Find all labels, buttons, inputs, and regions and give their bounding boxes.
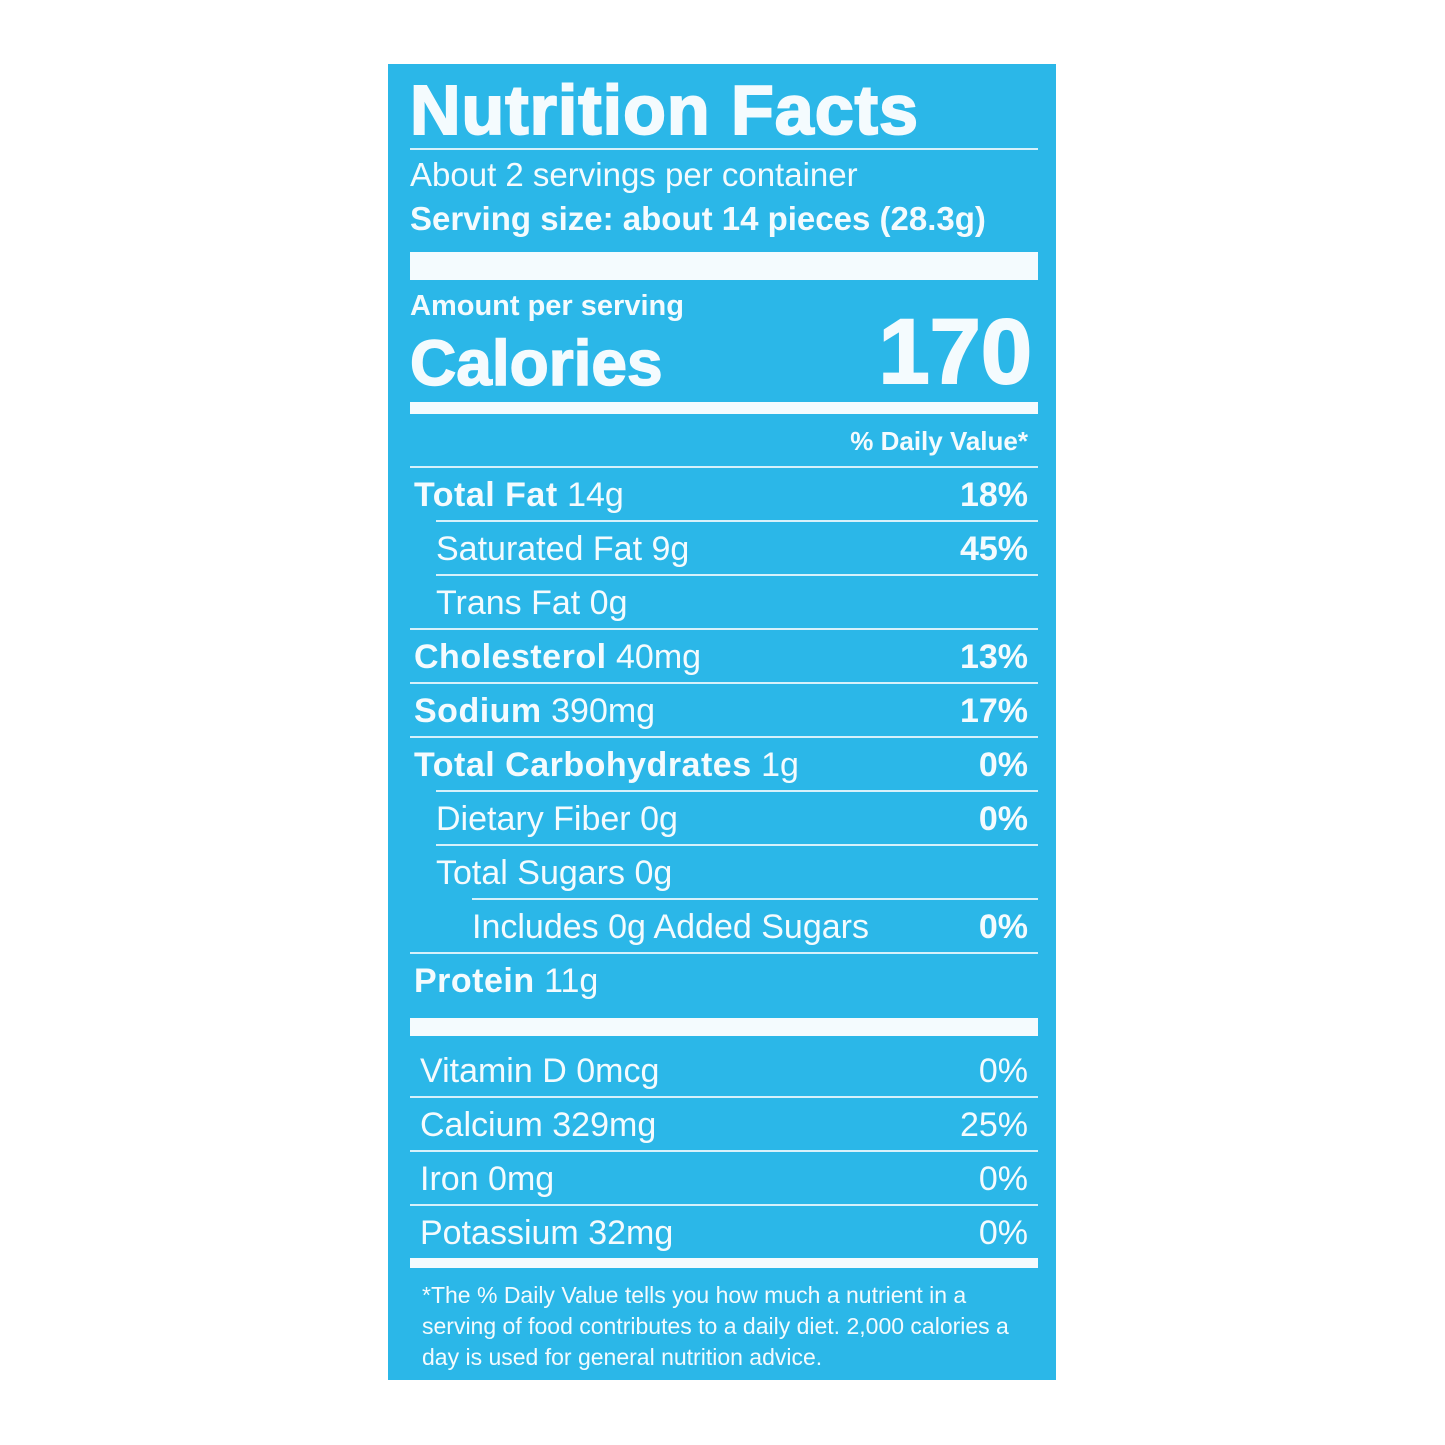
calories-value: 170 bbox=[878, 300, 1033, 404]
servings-per-container: About 2 servings per container bbox=[410, 156, 858, 193]
nutrient-name: Trans Fat bbox=[436, 583, 581, 622]
divider bbox=[436, 844, 1038, 846]
divider bbox=[436, 520, 1038, 522]
nutrient-label: Trans Fat 0g bbox=[414, 584, 628, 623]
nutrient-amount: 0g bbox=[640, 799, 678, 838]
vitamin-label: Vitamin D 0mcg bbox=[420, 1052, 659, 1091]
nutrient-amount: 390mg bbox=[551, 691, 656, 730]
nutrient-name: Dietary Fiber bbox=[436, 799, 631, 838]
nutrient-label: Cholesterol 40mg bbox=[414, 638, 701, 677]
vitamin-daily-value: 25% bbox=[959, 1105, 1028, 1144]
vitamin-daily-value: 0% bbox=[978, 1051, 1028, 1090]
nutrient-row: Dietary Fiber 0g 0% bbox=[414, 792, 1028, 846]
vitamin-name: Potassium bbox=[420, 1213, 579, 1252]
divider bbox=[410, 952, 1038, 954]
nutrient-daily-value: 18% bbox=[959, 475, 1028, 514]
nutrient-amount: 9g bbox=[651, 529, 690, 568]
nutrient-amount: 1g bbox=[761, 745, 799, 784]
nutrient-amount: 11g bbox=[544, 961, 599, 1000]
nutrient-name: Protein bbox=[414, 961, 535, 1000]
nutrient-row: Total Fat 14g 18% bbox=[414, 468, 1028, 522]
nutrient-daily-value: 0% bbox=[978, 799, 1028, 838]
nutrient-label: Saturated Fat 9g bbox=[414, 530, 689, 569]
nutrient-row: Total Carbohydrates 1g 0% bbox=[414, 738, 1028, 792]
footnote: *The % Daily Value tells you how much a … bbox=[422, 1282, 1009, 1370]
vitamin-label: Iron 0mg bbox=[420, 1160, 554, 1199]
nutrient-row: Cholesterol 40mg 13% bbox=[414, 630, 1028, 684]
nutrient-row: Trans Fat 0g bbox=[414, 576, 1028, 630]
amount-per-serving: Amount per serving bbox=[410, 290, 684, 322]
thick-divider bbox=[410, 1258, 1038, 1268]
nutrient-name: Cholesterol bbox=[414, 637, 607, 676]
nutrient-row: Includes 0g Added Sugars 0% bbox=[414, 900, 1028, 954]
nutrient-label: Total Sugars 0g bbox=[414, 854, 672, 893]
nutrient-name: Sodium bbox=[414, 691, 542, 730]
divider bbox=[410, 1204, 1038, 1206]
vitamin-row: Calcium 329mg 25% bbox=[420, 1098, 1028, 1152]
divider bbox=[410, 1096, 1038, 1098]
nutrient-daily-value: 0% bbox=[978, 907, 1028, 946]
nutrient-row: Total Sugars 0g bbox=[414, 846, 1028, 900]
nutrient-row: Sodium 390mg 17% bbox=[414, 684, 1028, 738]
daily-value-header: % Daily Value* bbox=[850, 426, 1028, 456]
thick-divider bbox=[410, 1018, 1038, 1036]
divider bbox=[410, 148, 1038, 150]
vitamin-amount: 0mcg bbox=[576, 1051, 660, 1090]
vitamin-amount: 329mg bbox=[552, 1105, 657, 1144]
nutrient-name: Total Fat bbox=[414, 475, 558, 514]
nutrient-name: Includes 0g Added Sugars bbox=[472, 907, 869, 946]
nutrient-label: Total Fat 14g bbox=[414, 476, 624, 515]
label-title: Nutrition Facts bbox=[409, 70, 919, 150]
calories-label: Calories bbox=[409, 326, 663, 400]
vitamin-label: Calcium 329mg bbox=[420, 1106, 656, 1145]
divider bbox=[410, 628, 1038, 630]
vitamin-name: Iron bbox=[420, 1159, 479, 1198]
vitamin-daily-value: 0% bbox=[978, 1159, 1028, 1198]
vitamin-label: Potassium 32mg bbox=[420, 1214, 673, 1253]
nutrient-row: Saturated Fat 9g 45% bbox=[414, 522, 1028, 576]
vitamin-name: Calcium bbox=[420, 1105, 543, 1144]
nutrient-amount: 0g bbox=[589, 583, 628, 622]
nutrient-label: Total Carbohydrates 1g bbox=[414, 746, 799, 785]
nutrient-label: Protein 11g bbox=[414, 962, 598, 1001]
thick-divider bbox=[410, 402, 1038, 414]
nutrient-label: Includes 0g Added Sugars bbox=[414, 908, 869, 947]
divider bbox=[410, 736, 1038, 738]
nutrient-name: Total Sugars bbox=[436, 853, 625, 892]
divider bbox=[410, 682, 1038, 684]
nutrient-amount: 14g bbox=[567, 475, 624, 514]
vitamin-amount: 32mg bbox=[588, 1213, 674, 1252]
divider bbox=[410, 466, 1038, 468]
nutrition-facts-panel: Nutrition Facts About 2 servings per con… bbox=[388, 64, 1056, 1380]
nutrient-daily-value: 13% bbox=[959, 637, 1028, 676]
divider bbox=[436, 790, 1038, 792]
nutrient-amount: 40mg bbox=[616, 637, 702, 676]
vitamin-row: Vitamin D 0mcg 0% bbox=[420, 1044, 1028, 1098]
nutrient-row: Protein 11g bbox=[414, 954, 1028, 1008]
serving-size: Serving size: about 14 pieces (28.3g) bbox=[410, 200, 986, 237]
divider bbox=[410, 1150, 1038, 1152]
nutrient-label: Dietary Fiber 0g bbox=[414, 800, 678, 839]
nutrient-amount: 0g bbox=[634, 853, 673, 892]
nutrient-daily-value: 0% bbox=[978, 745, 1028, 784]
nutrient-name: Total Carbohydrates bbox=[414, 745, 752, 784]
vitamin-row: Potassium 32mg 0% bbox=[420, 1206, 1028, 1260]
nutrient-label: Sodium 390mg bbox=[414, 692, 655, 731]
divider bbox=[472, 898, 1038, 900]
vitamin-daily-value: 0% bbox=[978, 1213, 1028, 1252]
nutrient-daily-value: 45% bbox=[959, 529, 1028, 568]
vitamin-row: Iron 0mg 0% bbox=[420, 1152, 1028, 1206]
nutrient-name: Saturated Fat bbox=[436, 529, 643, 568]
thick-divider bbox=[410, 252, 1038, 280]
vitamin-name: Vitamin D bbox=[420, 1051, 567, 1090]
divider bbox=[436, 574, 1038, 576]
nutrient-daily-value: 17% bbox=[959, 691, 1028, 730]
vitamin-amount: 0mg bbox=[488, 1159, 555, 1198]
